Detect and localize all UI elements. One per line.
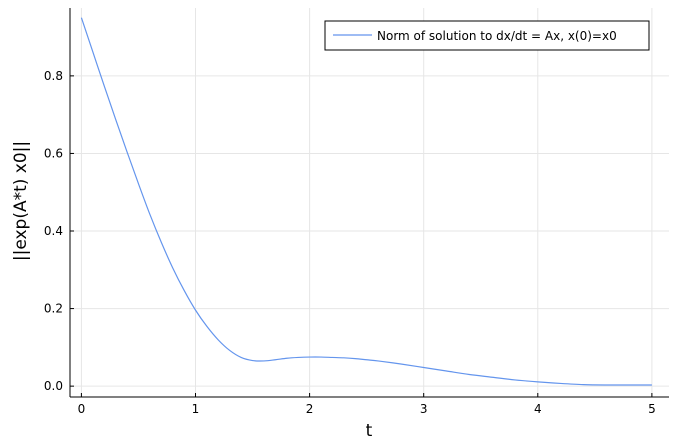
y-tick-label: 0.4 — [44, 224, 63, 238]
y-tick-label: 0.2 — [44, 302, 63, 316]
y-axis-label: ||exp(A*t) x0|| — [11, 141, 31, 261]
x-tick-label: 3 — [420, 402, 428, 416]
x-tick-label: 2 — [306, 402, 314, 416]
grid — [70, 8, 669, 397]
series-lines — [80, 17, 652, 386]
axes — [69, 8, 669, 398]
legend-box — [324, 20, 650, 51]
legend-entry-label: Norm of solution to dx/dt = Ax, x(0)=x0 — [377, 29, 617, 43]
y-tick-label: 0.8 — [44, 69, 63, 83]
y-tick-label: 0.6 — [44, 146, 63, 160]
x-tick-label: 5 — [648, 402, 656, 416]
tick-labels: 0 1 2 3 4 5 0.0 0.2 0.4 0.6 0.8 — [44, 69, 656, 416]
x-tick-label: 1 — [192, 402, 200, 416]
x-tick-label: 0 — [78, 402, 86, 416]
x-tick-label: 4 — [534, 402, 542, 416]
legend: Norm of solution to dx/dt = Ax, x(0)=x0 — [324, 20, 650, 51]
y-tick-label: 0.0 — [44, 379, 63, 393]
x-axis-label: t — [366, 421, 373, 441]
series-line-0 — [80, 17, 652, 386]
